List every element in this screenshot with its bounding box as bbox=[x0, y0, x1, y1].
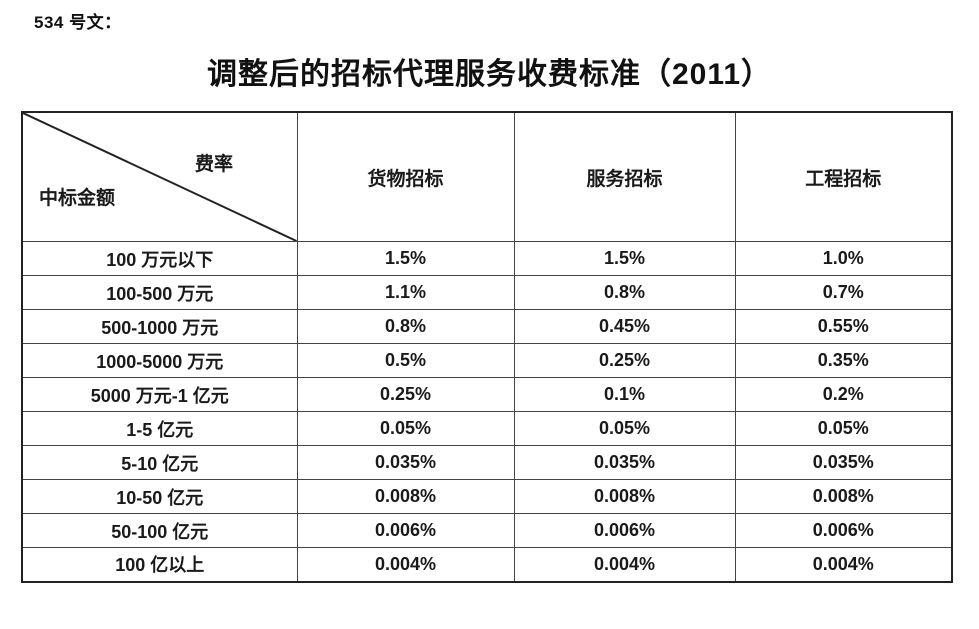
table-row: 1-5 亿元 0.05% 0.05% 0.05% bbox=[21, 411, 953, 446]
rate-cell-goods: 1.1% bbox=[296, 275, 515, 310]
rate-cell-engineering: 0.006% bbox=[734, 513, 953, 548]
table-row: 5-10 亿元 0.035% 0.035% 0.035% bbox=[21, 445, 953, 480]
amount-cell: 100 万元以下 bbox=[21, 241, 298, 276]
table-row: 500-1000 万元 0.8% 0.45% 0.55% bbox=[21, 309, 953, 344]
rate-cell-services: 1.5% bbox=[513, 241, 736, 276]
amount-cell: 10-50 亿元 bbox=[21, 479, 298, 514]
table-row: 100 万元以下 1.5% 1.5% 1.0% bbox=[21, 241, 953, 276]
rate-cell-services: 0.05% bbox=[513, 411, 736, 446]
corner-label-amount: 中标金额 bbox=[39, 188, 116, 209]
rate-cell-engineering: 0.05% bbox=[734, 411, 953, 446]
rate-cell-goods: 0.5% bbox=[296, 343, 515, 378]
rate-cell-services: 0.45% bbox=[513, 309, 736, 344]
rate-cell-engineering: 0.035% bbox=[734, 445, 953, 480]
fee-standard-table: 费率 中标金额 货物招标 服务招标 工程招标 100 万元以下 1.5% 1.5… bbox=[21, 111, 953, 583]
column-header-services: 服务招标 bbox=[513, 111, 736, 242]
rate-cell-engineering: 0.004% bbox=[734, 547, 953, 582]
rate-cell-services: 0.8% bbox=[513, 275, 736, 310]
rate-cell-engineering: 0.55% bbox=[734, 309, 953, 344]
table-row: 100-500 万元 1.1% 0.8% 0.7% bbox=[21, 275, 953, 310]
page-title: 调整后的招标代理服务收费标准（2011） bbox=[206, 58, 773, 91]
rate-cell-goods: 0.006% bbox=[296, 513, 515, 548]
table-row: 100 亿以上 0.004% 0.004% 0.004% bbox=[21, 547, 953, 582]
doc-number: 534 号文： bbox=[34, 13, 122, 32]
amount-cell: 50-100 亿元 bbox=[21, 513, 298, 548]
rate-cell-services: 0.035% bbox=[513, 445, 736, 480]
corner-header-cell: 费率 中标金额 bbox=[21, 111, 298, 242]
table-header-row: 费率 中标金额 货物招标 服务招标 工程招标 bbox=[21, 111, 953, 242]
rate-cell-goods: 0.004% bbox=[296, 547, 515, 582]
rate-cell-goods: 0.035% bbox=[296, 445, 515, 480]
rate-cell-services: 0.1% bbox=[513, 377, 736, 412]
amount-cell: 100 亿以上 bbox=[21, 547, 298, 582]
table-row: 10-50 亿元 0.008% 0.008% 0.008% bbox=[21, 479, 953, 514]
rate-cell-services: 0.25% bbox=[513, 343, 736, 378]
table-row: 1000-5000 万元 0.5% 0.25% 0.35% bbox=[21, 343, 953, 378]
amount-cell: 1000-5000 万元 bbox=[21, 343, 298, 378]
rate-cell-engineering: 0.008% bbox=[734, 479, 953, 514]
rate-cell-engineering: 0.7% bbox=[734, 275, 953, 310]
column-header-goods: 货物招标 bbox=[296, 111, 515, 242]
table-row: 5000 万元-1 亿元 0.25% 0.1% 0.2% bbox=[21, 377, 953, 412]
table-row: 50-100 亿元 0.006% 0.006% 0.006% bbox=[21, 513, 953, 548]
column-header-engineering: 工程招标 bbox=[734, 111, 953, 242]
rate-cell-goods: 0.008% bbox=[296, 479, 515, 514]
rate-cell-engineering: 1.0% bbox=[734, 241, 953, 276]
amount-cell: 5000 万元-1 亿元 bbox=[21, 377, 298, 412]
corner-label-rate: 费率 bbox=[195, 154, 234, 175]
rate-cell-services: 0.008% bbox=[513, 479, 736, 514]
rate-cell-goods: 0.8% bbox=[296, 309, 515, 344]
rate-cell-engineering: 0.2% bbox=[734, 377, 953, 412]
amount-cell: 100-500 万元 bbox=[21, 275, 298, 310]
rate-cell-goods: 0.25% bbox=[296, 377, 515, 412]
rate-cell-goods: 1.5% bbox=[296, 241, 515, 276]
amount-cell: 500-1000 万元 bbox=[21, 309, 298, 344]
diagonal-divider-line bbox=[23, 113, 297, 241]
rate-cell-services: 0.004% bbox=[513, 547, 736, 582]
rate-cell-engineering: 0.35% bbox=[734, 343, 953, 378]
amount-cell: 5-10 亿元 bbox=[21, 445, 298, 480]
rate-cell-goods: 0.05% bbox=[296, 411, 515, 446]
rate-cell-services: 0.006% bbox=[513, 513, 736, 548]
amount-cell: 1-5 亿元 bbox=[21, 411, 298, 446]
